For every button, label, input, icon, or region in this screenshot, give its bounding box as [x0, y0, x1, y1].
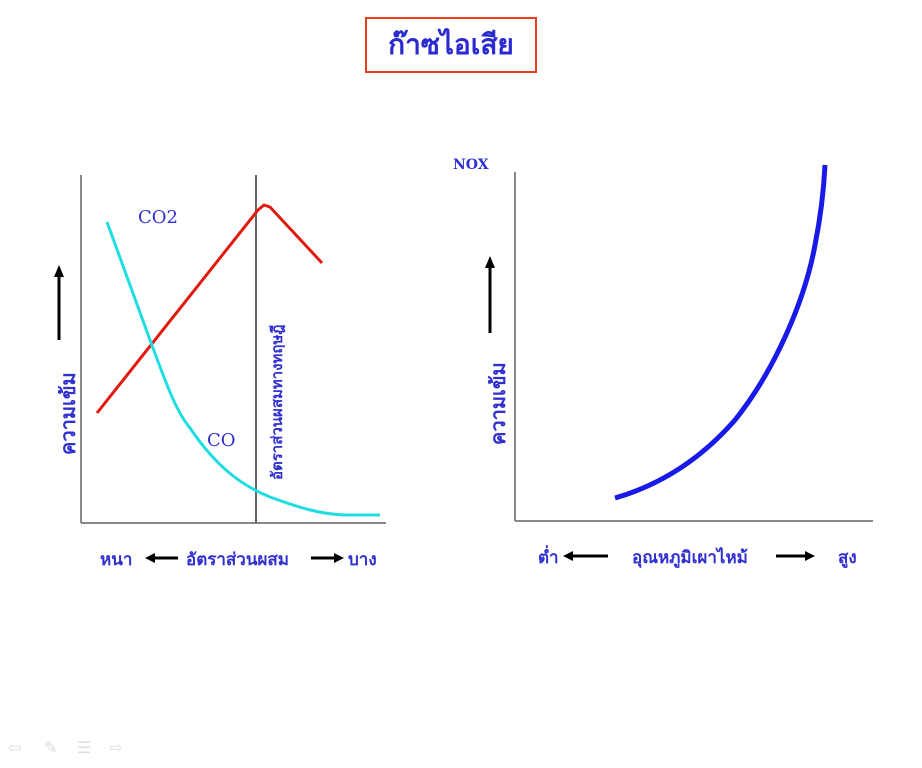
x-left-label: หนา — [100, 550, 133, 570]
prev-icon[interactable]: ⇦ — [8, 738, 22, 757]
left-up-arrowhead — [54, 265, 64, 277]
x-mid-label: อุณหภูมิเผาไหม้ — [632, 548, 748, 568]
left-y-label: ความเข้ม — [56, 372, 80, 455]
co2-label: CO2 — [138, 207, 178, 228]
slide-title: ก๊าซไอเสีย — [365, 17, 537, 73]
next-icon[interactable]: ⇨ — [109, 738, 123, 757]
x-left-label: ต่ำ — [538, 548, 559, 568]
nox-curve — [614, 164, 828, 501]
co2-line — [95, 203, 324, 414]
x-right-label: สูง — [838, 548, 857, 568]
stoich-label: อัตราส่วนผสมทางทฤษฎี — [268, 324, 286, 480]
right-chart — [485, 164, 873, 561]
menu-icon[interactable]: ☰ — [77, 738, 92, 757]
nox-label: NOX — [453, 157, 489, 173]
right-y-label: ความเข้ม — [486, 362, 510, 445]
co-line — [105, 221, 380, 517]
co-label: CO — [207, 430, 236, 451]
pen-icon[interactable]: ✎ — [44, 738, 58, 757]
left-chart — [54, 175, 386, 563]
x-mid-label: อัตราส่วนผสม — [186, 550, 290, 570]
x-right-label: บาง — [348, 550, 377, 570]
